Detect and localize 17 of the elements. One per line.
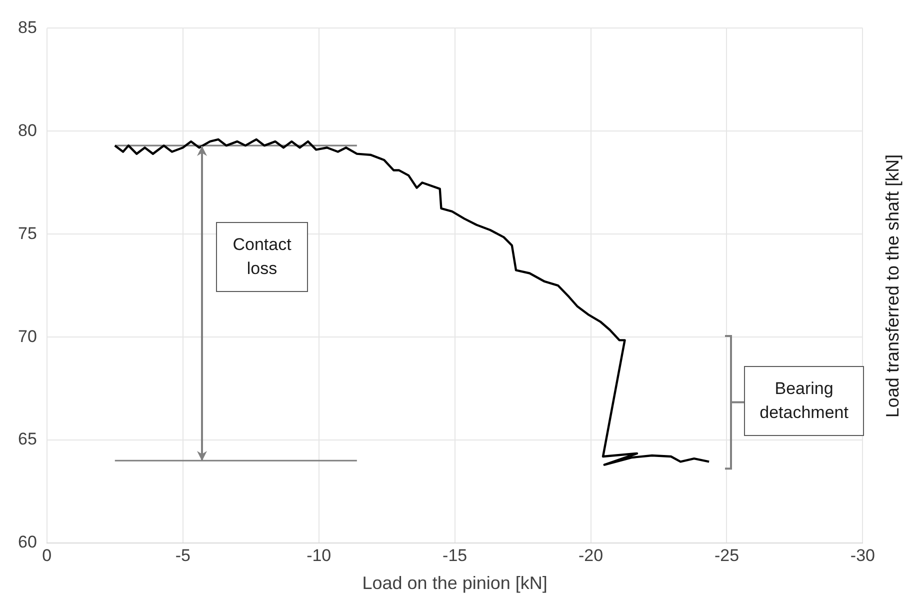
x-tick-label: 0	[42, 546, 52, 565]
x-tick-label: -15	[442, 546, 468, 565]
x-axis-title: Load on the pinion [kN]	[362, 573, 548, 594]
y-tick-label: 60	[18, 532, 37, 552]
y-tick-label: 65	[18, 430, 37, 449]
x-tick-label: -20	[578, 546, 604, 565]
y-tick-label: 80	[18, 120, 37, 140]
y-axis-title: Load transferred to the shaft [kN]	[882, 154, 904, 418]
y-tick-label: 85	[18, 18, 37, 37]
x-tick-label: -10	[306, 546, 332, 565]
x-tick-label: -30	[850, 546, 876, 565]
annotation: Bearing detachment	[744, 366, 864, 436]
x-tick-label: -5	[175, 546, 190, 565]
annotation: Contact loss	[216, 222, 308, 292]
x-tick-label: -25	[714, 546, 740, 565]
y-tick-label: 70	[18, 326, 37, 346]
y-tick-label: 75	[18, 224, 37, 243]
